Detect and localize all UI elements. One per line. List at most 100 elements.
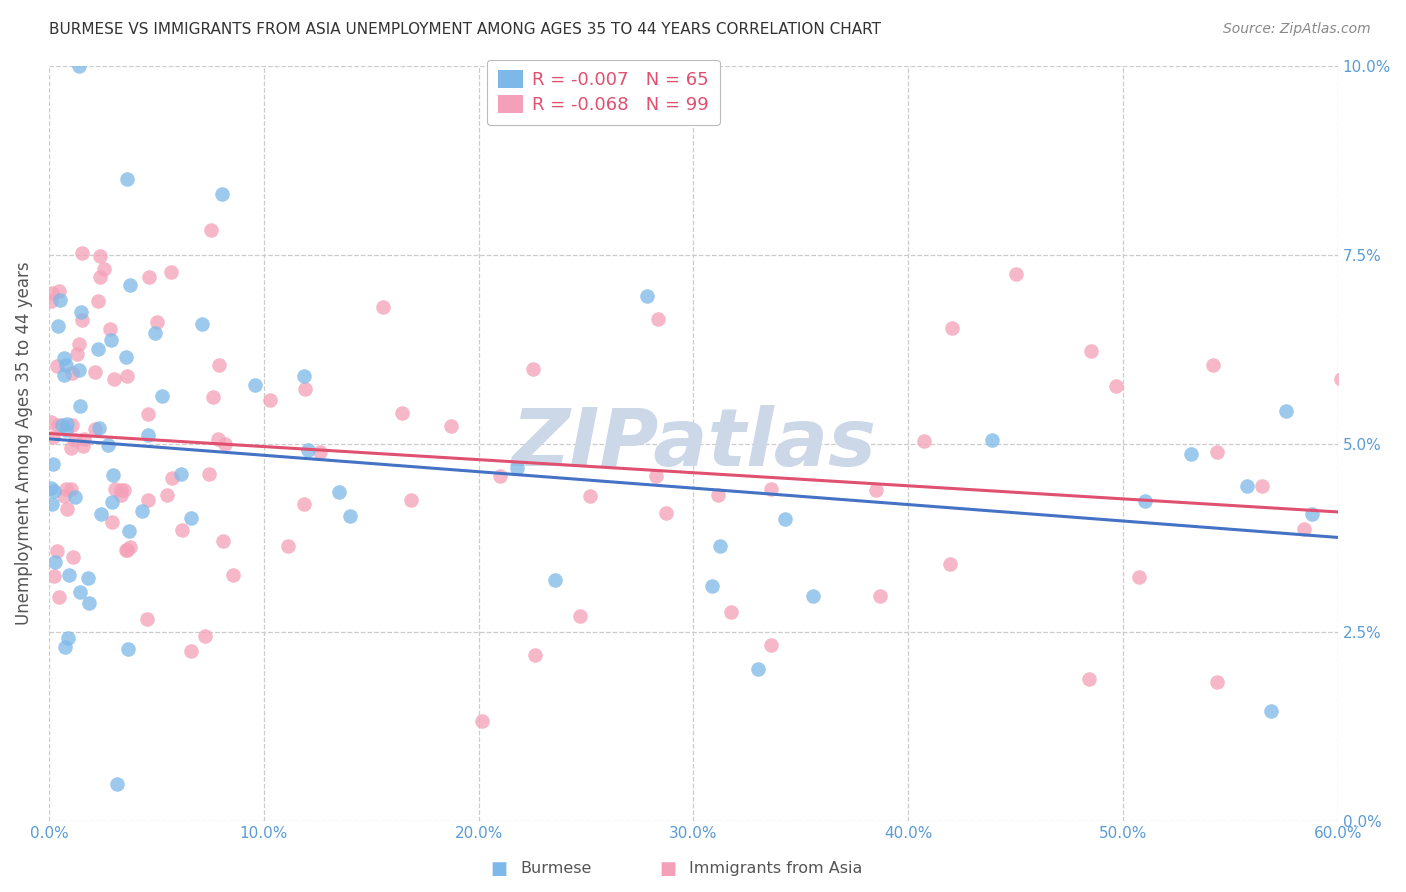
Point: [60, 483, 83, 497]
Point: [308, 445, 330, 459]
Point: [569, 608, 592, 623]
Point: [114, 483, 136, 497]
Point: [865, 483, 887, 498]
Point: [136, 428, 159, 442]
Point: [39, 415, 62, 429]
Point: [41, 497, 63, 511]
Point: [117, 641, 139, 656]
Point: [97, 438, 120, 452]
Point: [56, 631, 79, 645]
Point: [1180, 447, 1202, 461]
Point: [70, 305, 93, 319]
Point: [391, 406, 413, 420]
Point: [55, 482, 77, 496]
Point: [869, 590, 891, 604]
Point: [159, 265, 181, 279]
Point: [42, 484, 65, 499]
Point: [194, 629, 217, 643]
Point: [48, 418, 70, 433]
Point: [67, 363, 90, 377]
Point: [45, 359, 67, 373]
Text: ■: ■: [491, 860, 508, 878]
Point: [297, 442, 319, 457]
Point: [98, 322, 121, 336]
Point: [707, 488, 730, 502]
Point: [471, 714, 494, 729]
Point: [439, 419, 461, 434]
Point: [55, 358, 77, 372]
Point: [44, 555, 66, 569]
Point: [115, 542, 138, 557]
Point: [1251, 479, 1274, 493]
Point: [644, 469, 666, 483]
Point: [522, 362, 544, 376]
Point: [981, 434, 1004, 448]
Point: [636, 289, 658, 303]
Point: [146, 315, 169, 329]
Point: [747, 662, 769, 676]
Point: [72, 313, 94, 327]
Point: [1292, 522, 1315, 536]
Point: [72, 245, 94, 260]
Text: Burmese: Burmese: [520, 862, 592, 876]
Point: [51, 418, 73, 433]
Point: [117, 172, 139, 186]
Point: [104, 482, 127, 496]
Point: [100, 515, 122, 529]
Point: [259, 392, 281, 407]
Point: [1260, 704, 1282, 718]
Point: [63, 490, 86, 504]
Point: [100, 333, 122, 347]
Point: [101, 468, 124, 483]
Text: BURMESE VS IMMIGRANTS FROM ASIA UNEMPLOYMENT AMONG AGES 35 TO 44 YEARS CORRELATI: BURMESE VS IMMIGRANTS FROM ASIA UNEMPLOY…: [49, 22, 882, 37]
Point: [912, 434, 935, 449]
Point: [211, 187, 233, 202]
Point: [156, 488, 179, 502]
Point: [506, 461, 529, 475]
Point: [42, 569, 65, 583]
Point: [86, 294, 108, 309]
Point: [67, 336, 90, 351]
Point: [45, 543, 67, 558]
Point: [180, 644, 202, 658]
Point: [48, 590, 70, 604]
Point: [136, 407, 159, 421]
Point: [759, 483, 782, 497]
Text: Immigrants from Asia: Immigrants from Asia: [689, 862, 862, 876]
Text: ZIPatlas: ZIPatlas: [510, 405, 876, 483]
Point: [66, 347, 89, 361]
Point: [1133, 494, 1156, 508]
Point: [42, 429, 65, 443]
Point: [72, 439, 94, 453]
Point: [49, 293, 72, 308]
Point: [720, 605, 742, 619]
Point: [709, 539, 731, 553]
Point: [773, 511, 796, 525]
Point: [69, 399, 91, 413]
Point: [207, 432, 229, 446]
Text: Source: ZipAtlas.com: Source: ZipAtlas.com: [1223, 22, 1371, 37]
Point: [208, 359, 231, 373]
Point: [39, 481, 62, 495]
Point: [138, 269, 160, 284]
Point: [543, 574, 565, 588]
Point: [89, 270, 111, 285]
Point: [53, 640, 76, 654]
Point: [101, 494, 124, 508]
Point: [489, 468, 512, 483]
Point: [60, 418, 83, 433]
Point: [115, 350, 138, 364]
Point: [180, 511, 202, 525]
Point: [48, 285, 70, 299]
Point: [1236, 479, 1258, 493]
Point: [55, 423, 77, 437]
Point: [73, 432, 96, 446]
Y-axis label: Unemployment Among Ages 35 to 44 years: Unemployment Among Ages 35 to 44 years: [15, 261, 32, 625]
Point: [941, 320, 963, 334]
Point: [110, 483, 132, 498]
Point: [83, 422, 105, 436]
Point: [700, 579, 723, 593]
Point: [1202, 358, 1225, 372]
Point: [79, 596, 101, 610]
Point: [87, 421, 110, 435]
